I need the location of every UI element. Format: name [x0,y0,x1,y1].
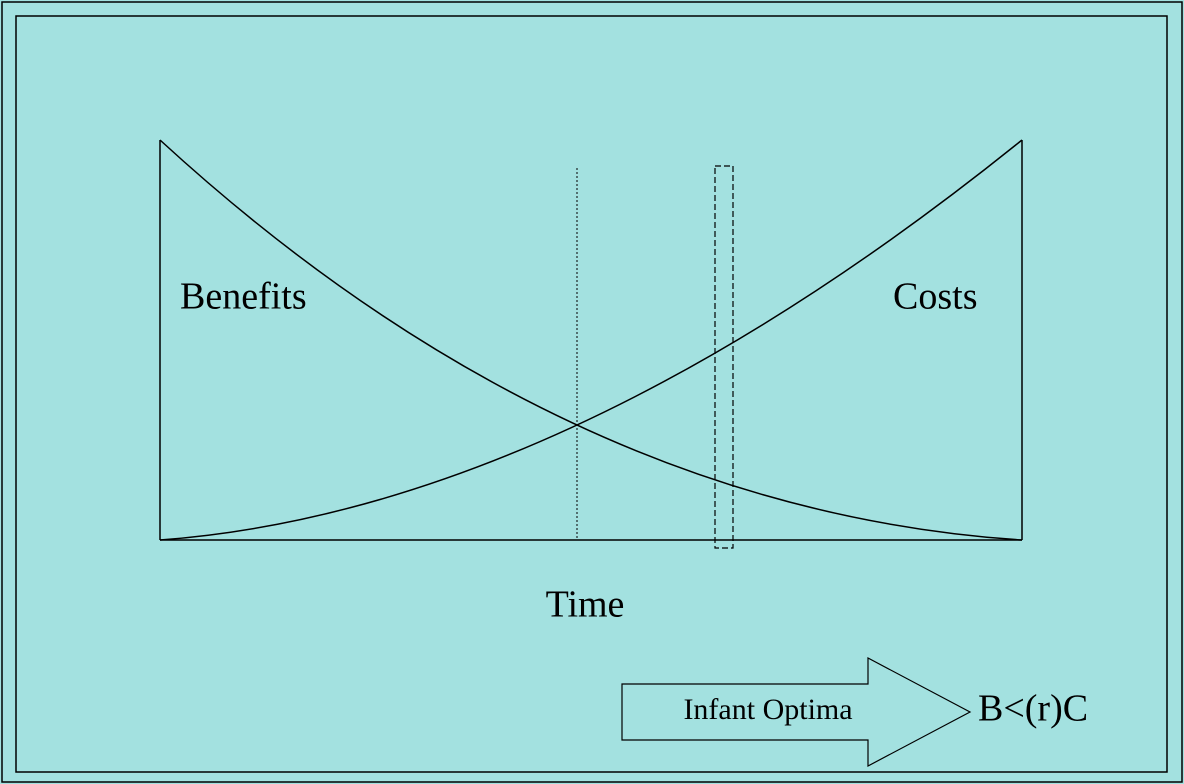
time-label: Time [546,584,625,626]
arrow-label: Infant Optima [683,693,852,726]
arrow-result: B<(r)C [978,688,1088,730]
arrow [621,657,972,767]
costs-label: Costs [893,276,977,318]
optimum-band [714,165,734,549]
inner-frame [15,15,1168,773]
benefits-label: Benefits [180,276,307,318]
